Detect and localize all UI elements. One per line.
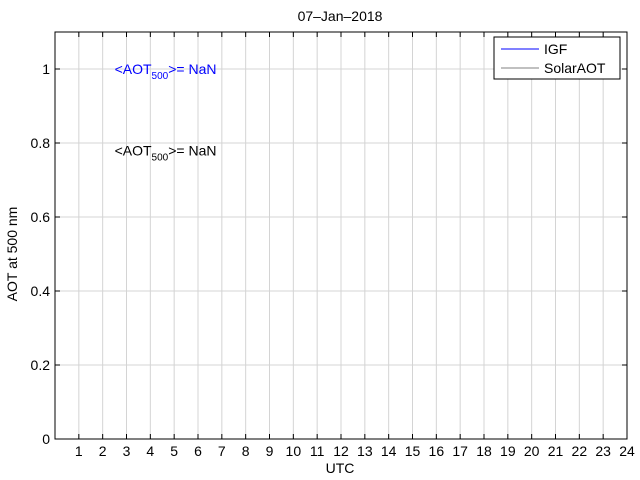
x-tick-label: 11 bbox=[310, 443, 325, 459]
y-tick-label: 1 bbox=[42, 61, 50, 77]
x-tick-label: 22 bbox=[572, 443, 588, 459]
annotation-prefix: <AOT bbox=[115, 61, 152, 77]
x-tick-label: 24 bbox=[619, 443, 635, 459]
x-tick-label: 15 bbox=[405, 443, 421, 459]
y-tick-label: 0.2 bbox=[31, 357, 51, 373]
x-tick-label: 12 bbox=[333, 443, 349, 459]
x-tick-label: 17 bbox=[452, 443, 468, 459]
x-tick-label: 13 bbox=[357, 443, 373, 459]
x-tick-label: 6 bbox=[194, 443, 202, 459]
chart-title: 07–Jan–2018 bbox=[298, 8, 383, 24]
mean-aot-annotation: <AOT500>= NaN bbox=[115, 61, 217, 82]
y-tick-label: 0.8 bbox=[31, 135, 51, 151]
y-axis-label: AOT at 500 nm bbox=[4, 207, 20, 302]
annotation-suffix: >= NaN bbox=[168, 142, 216, 158]
legend-box bbox=[493, 36, 621, 80]
annotation-subscript: 500 bbox=[152, 71, 169, 82]
x-tick-label: 1 bbox=[75, 443, 83, 459]
x-tick-label: 18 bbox=[476, 443, 492, 459]
x-tick-label: 23 bbox=[595, 443, 611, 459]
legend: IGF SolarAOT bbox=[493, 36, 621, 80]
grid bbox=[55, 32, 627, 439]
y-axis-ticks: 0 0.2 0.4 0.6 0.8 1 bbox=[31, 61, 627, 447]
y-tick-label: 0.4 bbox=[31, 283, 51, 299]
annotation-subscript: 500 bbox=[152, 152, 169, 163]
x-axis-label: UTC bbox=[326, 460, 355, 476]
x-tick-label: 16 bbox=[429, 443, 445, 459]
x-tick-label: 20 bbox=[524, 443, 540, 459]
x-tick-label: 10 bbox=[286, 443, 302, 459]
y-tick-label: 0.6 bbox=[31, 209, 51, 225]
annotations: <AOT500>= NaN<AOT500>= NaN bbox=[115, 61, 217, 163]
x-tick-label: 5 bbox=[170, 443, 178, 459]
x-tick-label: 14 bbox=[381, 443, 397, 459]
annotation-prefix: <AOT bbox=[115, 142, 152, 158]
legend-label-solaraot: SolarAOT bbox=[544, 60, 606, 76]
x-tick-label: 4 bbox=[146, 443, 154, 459]
legend-label-igf: IGF bbox=[544, 41, 567, 57]
x-tick-label: 9 bbox=[266, 443, 274, 459]
x-axis-ticks: 1 2 3 4 5 6 7 8 9 10 11 12 13 14 15 16 17 18 19 20 21 22 23 24 bbox=[75, 32, 635, 459]
y-tick-label: 0 bbox=[42, 431, 50, 447]
x-tick-label: 19 bbox=[500, 443, 516, 459]
x-tick-label: 8 bbox=[242, 443, 250, 459]
annotation-suffix: >= NaN bbox=[168, 61, 216, 77]
x-tick-label: 3 bbox=[123, 443, 131, 459]
x-tick-label: 7 bbox=[218, 443, 226, 459]
x-tick-label: 2 bbox=[99, 443, 107, 459]
mean-aot-annotation: <AOT500>= NaN bbox=[115, 142, 217, 163]
x-tick-label: 21 bbox=[548, 443, 564, 459]
